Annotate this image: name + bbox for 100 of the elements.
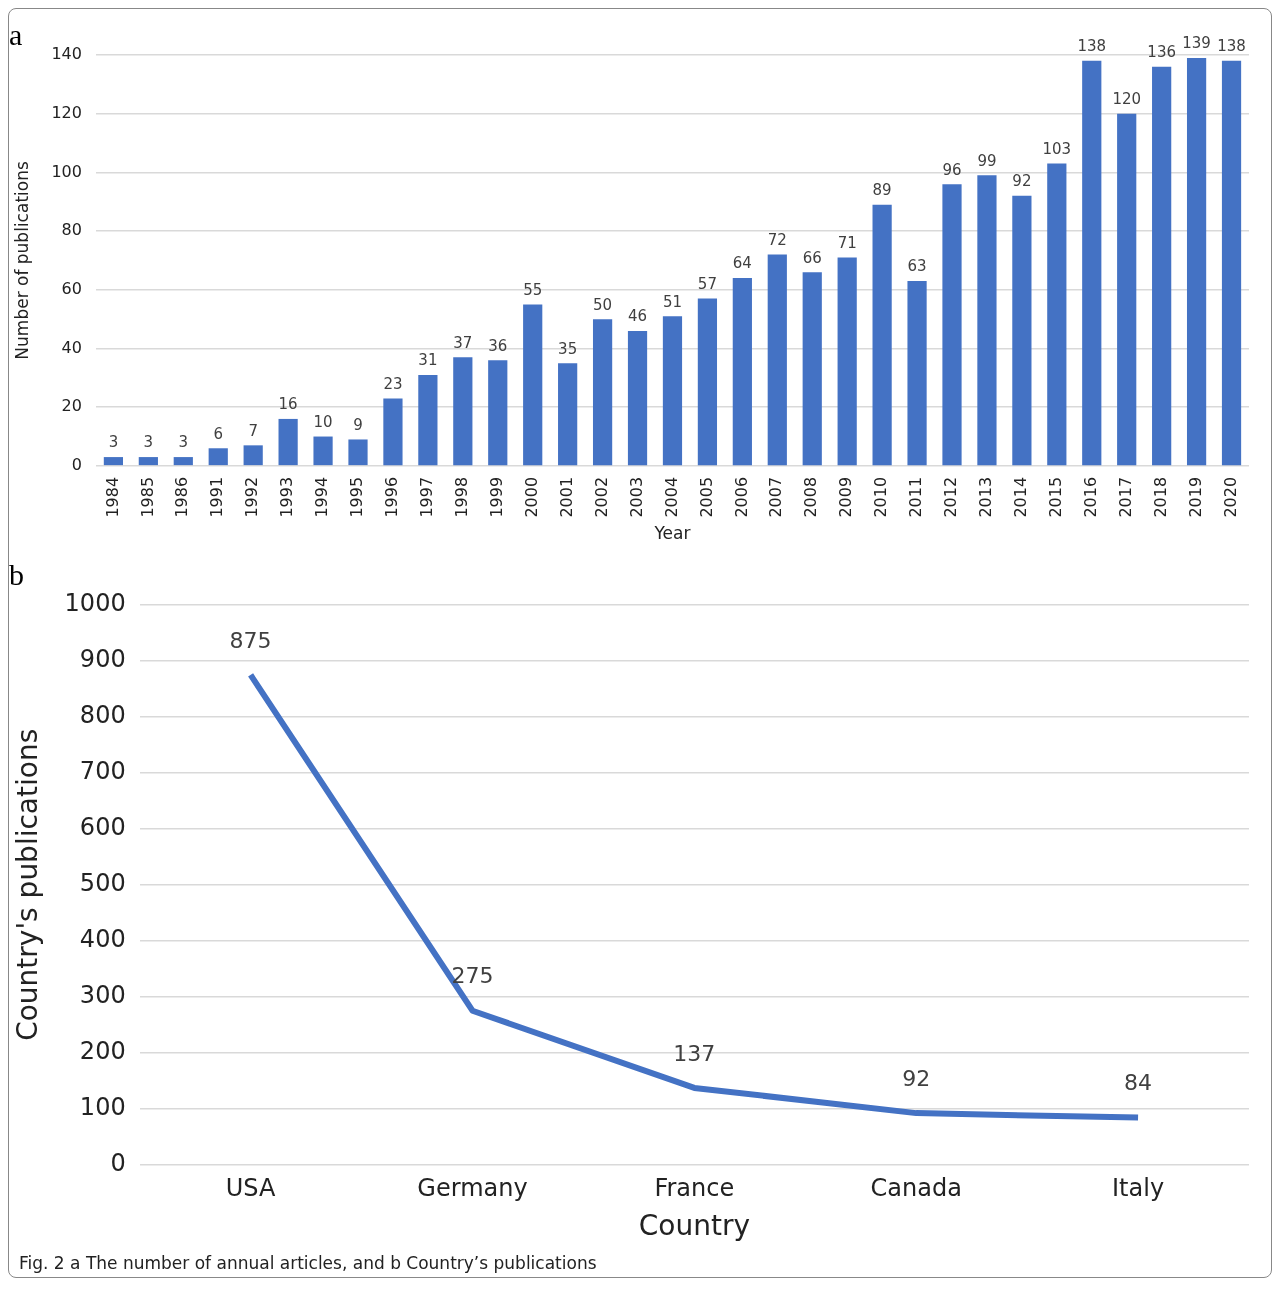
y-tick-label: 600	[79, 813, 126, 842]
x-tick-label: USA	[225, 1174, 277, 1203]
bar	[977, 175, 997, 466]
x-tick-label: 2010	[871, 476, 891, 518]
x-tick-label: 2004	[661, 476, 681, 518]
x-tick-label: 2002	[591, 476, 611, 518]
bar	[348, 439, 368, 466]
chart-title: a	[9, 17, 23, 51]
bar	[558, 363, 578, 466]
bar	[1221, 60, 1242, 466]
x-tick-label: 2018	[1150, 476, 1170, 518]
bar	[1082, 60, 1102, 466]
x-tick-label: 1994	[312, 476, 332, 518]
bar	[173, 457, 193, 466]
x-tick-label: 1997	[417, 476, 437, 518]
bar	[313, 436, 333, 466]
x-tick-label: 2001	[556, 476, 576, 518]
x-tick-label: 2007	[766, 476, 786, 518]
bar	[592, 319, 613, 466]
y-axis-title: Country's publications	[11, 728, 45, 1041]
data-label: 71	[837, 233, 857, 252]
x-tick-label: 1993	[277, 476, 297, 518]
bar	[837, 257, 857, 466]
x-tick-label: Italy	[1112, 1174, 1165, 1203]
x-tick-label: 2014	[1011, 476, 1031, 518]
data-label: 37	[453, 333, 473, 352]
x-axis-title: Year	[653, 523, 691, 544]
data-label: 9	[353, 415, 363, 434]
x-tick-label: 2000	[521, 476, 541, 518]
bar	[1186, 57, 1207, 466]
y-tick-label: 120	[51, 102, 82, 122]
data-label: 136	[1147, 43, 1176, 62]
chart-title: b	[9, 557, 24, 591]
data-label: 89	[872, 181, 892, 200]
data-label: 63	[907, 257, 927, 276]
data-label: 120	[1112, 90, 1142, 109]
x-tick-label: 2005	[696, 476, 716, 518]
y-tick-label: 40	[61, 337, 82, 357]
y-tick-label: 0	[71, 455, 82, 475]
data-label: 64	[732, 254, 752, 273]
bar	[383, 398, 403, 466]
data-label: 35	[558, 339, 578, 358]
x-tick-label: 2017	[1115, 476, 1135, 518]
data-label: 92	[1012, 172, 1032, 191]
data-label: 50	[593, 295, 613, 314]
x-tick-label: 2003	[626, 476, 646, 518]
x-axis-title: Country	[638, 1209, 750, 1243]
x-tick-label: 2008	[801, 476, 821, 518]
x-tick-label: 2020	[1220, 476, 1240, 518]
x-tick-label: 1985	[137, 476, 157, 518]
y-tick-label: 400	[79, 924, 126, 953]
x-tick-label: Germany	[417, 1174, 528, 1203]
x-tick-label: 1991	[207, 476, 227, 518]
bar	[1152, 66, 1172, 466]
bar	[732, 278, 752, 466]
data-label: 46	[627, 307, 648, 326]
bar	[802, 272, 822, 466]
x-tick-label: 1984	[102, 476, 122, 518]
data-label: 275	[451, 963, 494, 989]
y-tick-label: 200	[79, 1036, 126, 1065]
data-label: 84	[1124, 1070, 1153, 1096]
y-tick-label: 800	[79, 701, 126, 730]
x-tick-label: 1998	[451, 476, 471, 518]
data-label: 36	[488, 336, 508, 355]
bar	[278, 418, 298, 466]
x-tick-label: France	[654, 1174, 735, 1203]
bar	[453, 357, 473, 466]
x-tick-label: 2009	[836, 476, 856, 518]
x-tick-label: 2006	[731, 476, 751, 518]
x-tick-label: 2019	[1185, 476, 1205, 518]
x-tick-label: 1992	[242, 476, 262, 518]
data-label: 23	[383, 374, 403, 393]
bar	[767, 254, 787, 466]
data-label: 3	[108, 433, 119, 452]
y-tick-label: 100	[51, 161, 82, 181]
data-label: 96	[942, 160, 962, 179]
data-label: 138	[1077, 37, 1107, 56]
y-tick-label: 100	[79, 1092, 126, 1121]
data-label: 51	[662, 292, 683, 311]
bar	[1047, 163, 1067, 466]
y-tick-label: 20	[61, 396, 82, 416]
x-tick-label: 2013	[976, 476, 996, 518]
data-label: 10	[313, 412, 333, 431]
bar	[523, 304, 543, 466]
bar	[872, 204, 892, 466]
y-tick-label: 80	[61, 220, 82, 240]
bar	[208, 448, 228, 466]
data-label: 55	[523, 280, 543, 299]
bar	[942, 184, 962, 466]
x-tick-label: 2016	[1080, 476, 1100, 518]
x-tick-label: 2011	[906, 476, 926, 518]
data-label: 7	[248, 421, 258, 440]
bar	[1012, 195, 1032, 466]
bar	[418, 374, 438, 466]
x-tick-label: 1986	[172, 476, 192, 518]
data-label: 16	[278, 395, 298, 414]
y-tick-label: 1000	[64, 589, 126, 618]
y-tick-label: 300	[79, 980, 126, 1009]
x-tick-label: 1999	[486, 476, 506, 518]
bar	[243, 445, 263, 466]
